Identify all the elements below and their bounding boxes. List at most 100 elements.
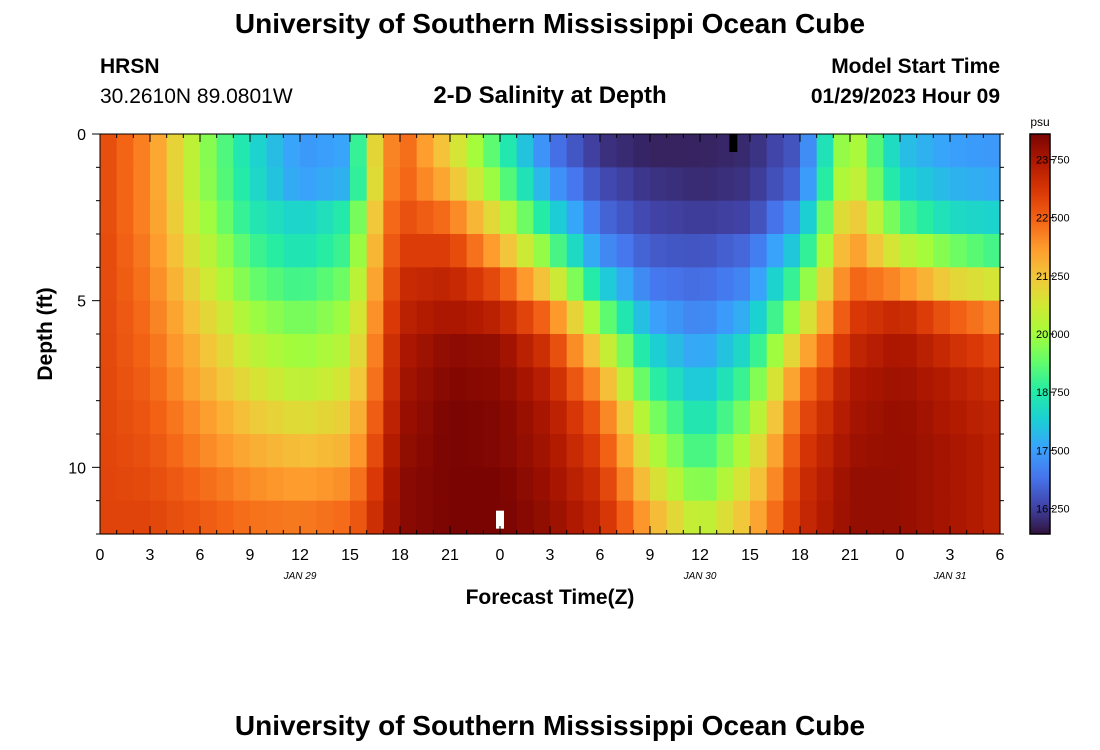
heatmap-cell [366, 367, 384, 402]
heatmap-cell [100, 500, 118, 535]
heatmap-cell [833, 234, 851, 268]
heatmap-cell [116, 400, 134, 435]
heatmap-cell [650, 234, 668, 268]
heatmap-cell [633, 500, 651, 535]
heatmap-cell [183, 300, 201, 335]
heatmap-cell [950, 234, 968, 268]
y-axis: 0 5 10 [68, 127, 1004, 535]
heatmap-cell [350, 367, 368, 402]
heatmap-cell [100, 434, 118, 468]
heatmap-cell [533, 234, 551, 268]
heatmap-cell [583, 134, 601, 168]
heatmap-cell [633, 434, 651, 468]
x-tick-label: 3 [146, 547, 155, 564]
heatmap-cell [983, 434, 1001, 468]
heatmap-cell [366, 300, 384, 335]
heatmap-cell [400, 200, 418, 235]
heatmap-cell [800, 200, 818, 235]
heatmap-cell [550, 234, 568, 268]
heatmap-cell [916, 500, 934, 535]
x-tick-label: 6 [196, 547, 205, 564]
heatmap-cell [233, 367, 251, 402]
heatmap-cell [816, 367, 834, 402]
heatmap-cell [300, 334, 318, 368]
heatmap-cell [800, 267, 818, 302]
station-coordinates: 30.2610N 89.0801W [100, 85, 293, 108]
heatmap-cell [350, 134, 368, 168]
heatmap-cell [766, 300, 784, 335]
heatmap-cell [233, 234, 251, 268]
heatmap-cell [466, 167, 484, 202]
heatmap-cell [416, 467, 434, 502]
heatmap-cell [566, 167, 584, 202]
heatmap-cell [400, 267, 418, 302]
heatmap-cell [766, 134, 784, 168]
heatmap-cell [350, 500, 368, 535]
heatmap-cell [333, 367, 351, 402]
heatmap-cell [450, 200, 468, 235]
heatmap-cell [166, 134, 184, 168]
heatmap-cell [366, 200, 384, 235]
heatmap-cell [566, 234, 584, 268]
heatmap-cell [266, 134, 284, 168]
heatmap-cell [900, 467, 918, 502]
heatmap-cell [950, 334, 968, 368]
heatmap-cell [433, 300, 451, 335]
heatmap-cell [166, 500, 184, 535]
heatmap-cell [400, 167, 418, 202]
heatmap-cell [200, 200, 218, 235]
heatmap-cell [750, 367, 768, 402]
heatmap-cell [150, 434, 168, 468]
heatmap-cell [950, 300, 968, 335]
heatmap-cell [983, 300, 1001, 335]
heatmap-cell [950, 267, 968, 302]
heatmap-cell [700, 467, 718, 502]
heatmap-cell [600, 134, 618, 168]
heatmap-cell [550, 300, 568, 335]
heatmap-cell [300, 234, 318, 268]
heatmap-cell [283, 367, 301, 402]
colorbar-tick-label: 23.750 [1036, 155, 1070, 167]
heatmap-cell [733, 167, 751, 202]
heatmap-cell [700, 500, 718, 535]
heatmap-cell [433, 134, 451, 168]
heatmap-cell [500, 300, 518, 335]
colorbar-tick-label: 16.250 [1036, 503, 1070, 515]
heatmap-cell [466, 400, 484, 435]
heatmap-cell [266, 434, 284, 468]
heatmap-cell [983, 500, 1001, 535]
x-tick-label: 21 [841, 547, 859, 564]
heatmap-cell [733, 400, 751, 435]
heatmap-cell [700, 234, 718, 268]
heatmap-cell [700, 400, 718, 435]
heatmap-cell [550, 434, 568, 468]
heatmap-cell [516, 400, 534, 435]
heatmap-cell [166, 167, 184, 202]
heatmap-cell [750, 300, 768, 335]
heatmap-cell [383, 267, 401, 302]
heatmap-cell [583, 167, 601, 202]
heatmap-cell [333, 200, 351, 235]
heatmap-cell [466, 467, 484, 502]
heatmap-cell [133, 200, 151, 235]
heatmap-cell [716, 367, 734, 402]
heatmap-cell [316, 267, 334, 302]
heatmap-cell [483, 367, 501, 402]
heatmap-cell [416, 134, 434, 168]
heatmap-cell [533, 500, 551, 535]
heatmap-cell [666, 167, 684, 202]
heatmap-cell [133, 134, 151, 168]
heatmap-cell [800, 300, 818, 335]
heatmap-cell [533, 267, 551, 302]
heatmap-cell [733, 500, 751, 535]
heatmap-cell [100, 267, 118, 302]
heatmap-cell [533, 300, 551, 335]
heatmap-cell [616, 434, 634, 468]
heatmap-cell [383, 234, 401, 268]
heatmap-cell [150, 367, 168, 402]
heatmap-cell [616, 267, 634, 302]
heatmap-cell [983, 467, 1001, 502]
heatmap-cell [750, 167, 768, 202]
heatmap-cell [250, 467, 268, 502]
heatmap-cell [883, 434, 901, 468]
